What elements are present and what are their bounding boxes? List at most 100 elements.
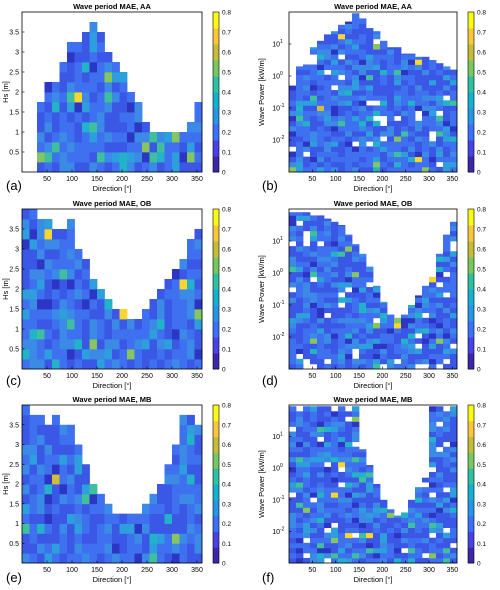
heatmap-cell [82,299,90,310]
heatmap-cell [373,141,381,147]
heatmap-cell [310,261,318,267]
heatmap-cell [289,212,297,216]
heatmap-cell [450,251,458,257]
heatmap-cell [317,235,325,242]
x-tick-label: 250 [141,567,153,574]
heatmap-cell [89,299,98,310]
colorbar-segment [213,337,219,354]
heatmap-cell [37,229,45,240]
heatmap-cell [187,279,195,290]
x-tick-label: 50 [43,373,51,380]
heatmap-cell [338,69,346,76]
heatmap-cell [373,512,381,518]
heatmap-cell [179,444,188,455]
heatmap-cell [310,225,318,232]
heatmap-cell [296,451,304,458]
x-tick-label: 300 [166,176,178,183]
heatmap-cell [338,363,346,370]
heatmap-cell [345,502,353,508]
heatmap-cell [22,219,30,230]
heatmap-cell [422,115,430,122]
heatmap-cell [380,79,388,86]
heatmap-cell [29,219,38,230]
heatmap-cell [52,299,60,310]
heatmap-cell [164,329,173,340]
heatmap-cell [436,69,444,76]
heatmap-cell [429,426,437,432]
heatmap-cell [296,348,304,355]
heatmap-cell [380,557,388,564]
heatmap-cell [443,261,451,267]
heatmap-cell [310,256,318,262]
heatmap-cell [422,105,430,111]
heatmap-cell [352,146,360,152]
heatmap-cell [112,72,120,83]
heatmap-cell [37,219,45,230]
heatmap-cell [52,414,60,426]
heatmap-cell [345,74,353,81]
y-tick-label: 10 [272,42,280,49]
heatmap-cell [112,513,120,524]
heatmap-cell [324,307,332,314]
heatmap-cell [289,266,297,273]
heatmap-cell [394,79,402,86]
heatmap-cell [408,79,416,86]
heatmap-cell [352,456,360,463]
heatmap-cell [119,523,128,534]
heatmap-cell [44,279,53,290]
heatmap-cell [422,333,430,339]
heatmap-cell [134,543,143,554]
x-tick-label: 150 [353,567,365,574]
heatmap-cell [310,477,318,483]
heatmap-cell [296,446,304,453]
heatmap-cell [289,522,297,529]
heatmap-cell [331,471,339,478]
heatmap-cell [157,349,165,360]
y-axis-label: Wave Power [kW/m] [257,450,266,518]
panel-title: Wave period MAE, MB [334,395,413,404]
heatmap-cell [436,431,444,437]
heatmap-cell [187,319,195,330]
heatmap-cell [310,161,318,168]
heatmap-cell [373,353,381,360]
heatmap-cell [352,251,360,257]
heatmap-cell [324,95,332,101]
heatmap-cell [338,477,346,483]
heatmap-cell [352,333,360,339]
heatmap-cell [324,79,332,86]
heatmap-cell [194,122,203,133]
heatmap-cell [366,328,374,334]
heatmap-cell [317,363,325,370]
y-tick-label: 10 [272,303,280,310]
heatmap-cell [345,451,353,458]
heatmap-cell [429,105,437,111]
heatmap-cell [119,513,128,524]
heatmap-cell [44,543,53,554]
heatmap-cell [359,79,367,86]
heatmap-cell [172,553,180,564]
heatmap-cell [67,533,75,544]
heatmap-cell [82,474,90,485]
heatmap-cell [331,492,339,498]
heatmap-cell [127,349,135,360]
heatmap-cell [380,312,388,319]
heatmap-cell [29,553,38,564]
heatmap-cell [303,477,311,483]
heatmap-cell [359,95,367,101]
heatmap-cell [443,100,451,106]
heatmap-cell [422,56,430,60]
heatmap-cell [310,492,318,498]
heatmap-cell [380,100,388,106]
heatmap-cell [324,343,332,349]
heatmap-cell [82,42,90,53]
y-tick-exponent: 0 [280,268,283,274]
heatmap-cell [67,249,75,260]
heatmap-cell [303,348,311,355]
heatmap-cell [157,289,165,300]
panel-title: Wave period MAE, AA [334,2,412,11]
heatmap-cell [387,146,395,152]
heatmap-cell [450,328,458,334]
heatmap-cell [359,90,367,96]
heatmap-cell [134,329,143,340]
heatmap-cell [415,317,423,324]
